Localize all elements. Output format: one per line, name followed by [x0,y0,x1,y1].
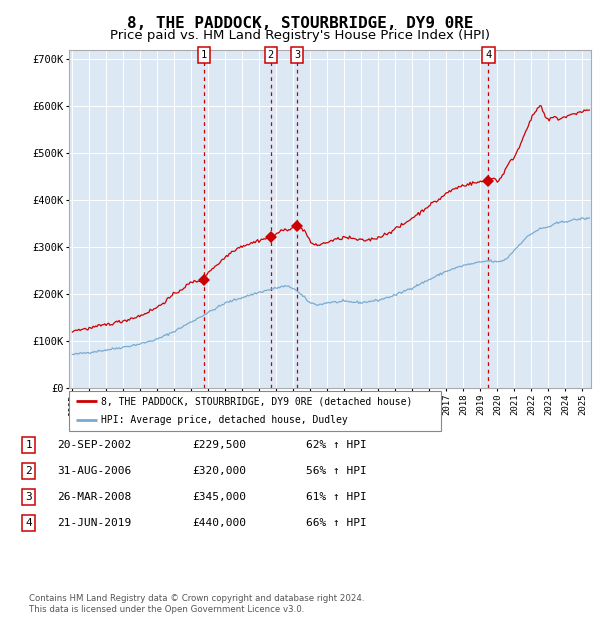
Text: 66% ↑ HPI: 66% ↑ HPI [306,518,367,528]
Text: 61% ↑ HPI: 61% ↑ HPI [306,492,367,502]
FancyBboxPatch shape [69,391,441,431]
Text: £345,000: £345,000 [192,492,246,502]
Text: 56% ↑ HPI: 56% ↑ HPI [306,466,367,476]
Text: 20-SEP-2002: 20-SEP-2002 [57,440,131,450]
Text: Contains HM Land Registry data © Crown copyright and database right 2024.
This d: Contains HM Land Registry data © Crown c… [29,595,364,614]
Text: 3: 3 [25,492,32,502]
Text: 8, THE PADDOCK, STOURBRIDGE, DY9 0RE (detached house): 8, THE PADDOCK, STOURBRIDGE, DY9 0RE (de… [101,396,412,407]
Text: 4: 4 [485,50,491,60]
Text: £229,500: £229,500 [192,440,246,450]
Text: 26-MAR-2008: 26-MAR-2008 [57,492,131,502]
Text: £440,000: £440,000 [192,518,246,528]
Text: 1: 1 [200,50,207,60]
Text: 62% ↑ HPI: 62% ↑ HPI [306,440,367,450]
Text: Price paid vs. HM Land Registry's House Price Index (HPI): Price paid vs. HM Land Registry's House … [110,29,490,42]
Text: 3: 3 [294,50,301,60]
Text: £320,000: £320,000 [192,466,246,476]
Text: 1: 1 [25,440,32,450]
Text: 2: 2 [25,466,32,476]
Text: 8, THE PADDOCK, STOURBRIDGE, DY9 0RE: 8, THE PADDOCK, STOURBRIDGE, DY9 0RE [127,16,473,30]
Text: HPI: Average price, detached house, Dudley: HPI: Average price, detached house, Dudl… [101,415,347,425]
Text: 31-AUG-2006: 31-AUG-2006 [57,466,131,476]
Text: 4: 4 [25,518,32,528]
Text: 21-JUN-2019: 21-JUN-2019 [57,518,131,528]
Text: 2: 2 [268,50,274,60]
